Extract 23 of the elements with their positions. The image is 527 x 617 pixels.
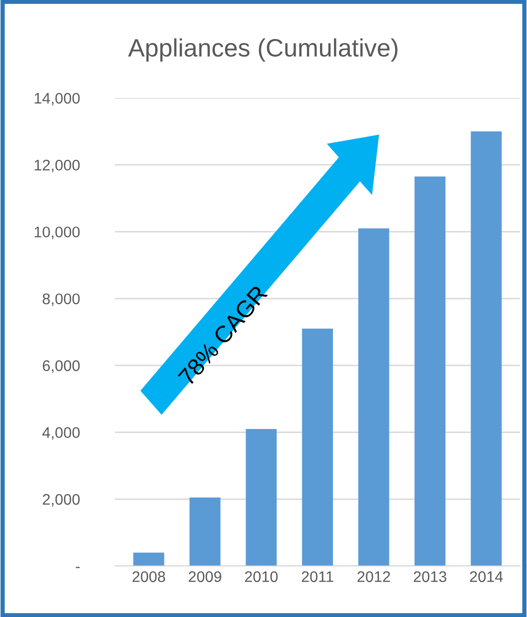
x-tick-label: 2012 [358, 571, 390, 582]
y-tick-label: 10,000 [34, 226, 80, 240]
y-tick-label: 12,000 [34, 160, 80, 172]
bar [246, 428, 277, 566]
y-tick-label: 14,000 [34, 92, 80, 106]
x-tick-label: 2011 [302, 571, 334, 582]
bar [470, 131, 502, 566]
bar [190, 497, 220, 566]
x-tick-label: 2013 [414, 571, 446, 582]
x-tick-label: 2010 [245, 571, 278, 582]
x-tick-label: 2008 [132, 571, 166, 582]
y-tick-label: - [76, 566, 80, 568]
y-tick-label: 8,000 [42, 293, 80, 306]
y-tick-label: 4,000 [42, 427, 80, 440]
bar [358, 228, 390, 566]
bar [414, 176, 446, 566]
bar [302, 328, 333, 566]
x-tick-label: 2014 [470, 571, 503, 582]
x-tick-label: 2009 [188, 571, 222, 582]
bar [133, 552, 164, 566]
y-tick-label: 6,000 [42, 360, 80, 373]
y-tick-label: 2,000 [42, 494, 80, 507]
chart-title: Appliances (Cumulative) [128, 38, 398, 62]
